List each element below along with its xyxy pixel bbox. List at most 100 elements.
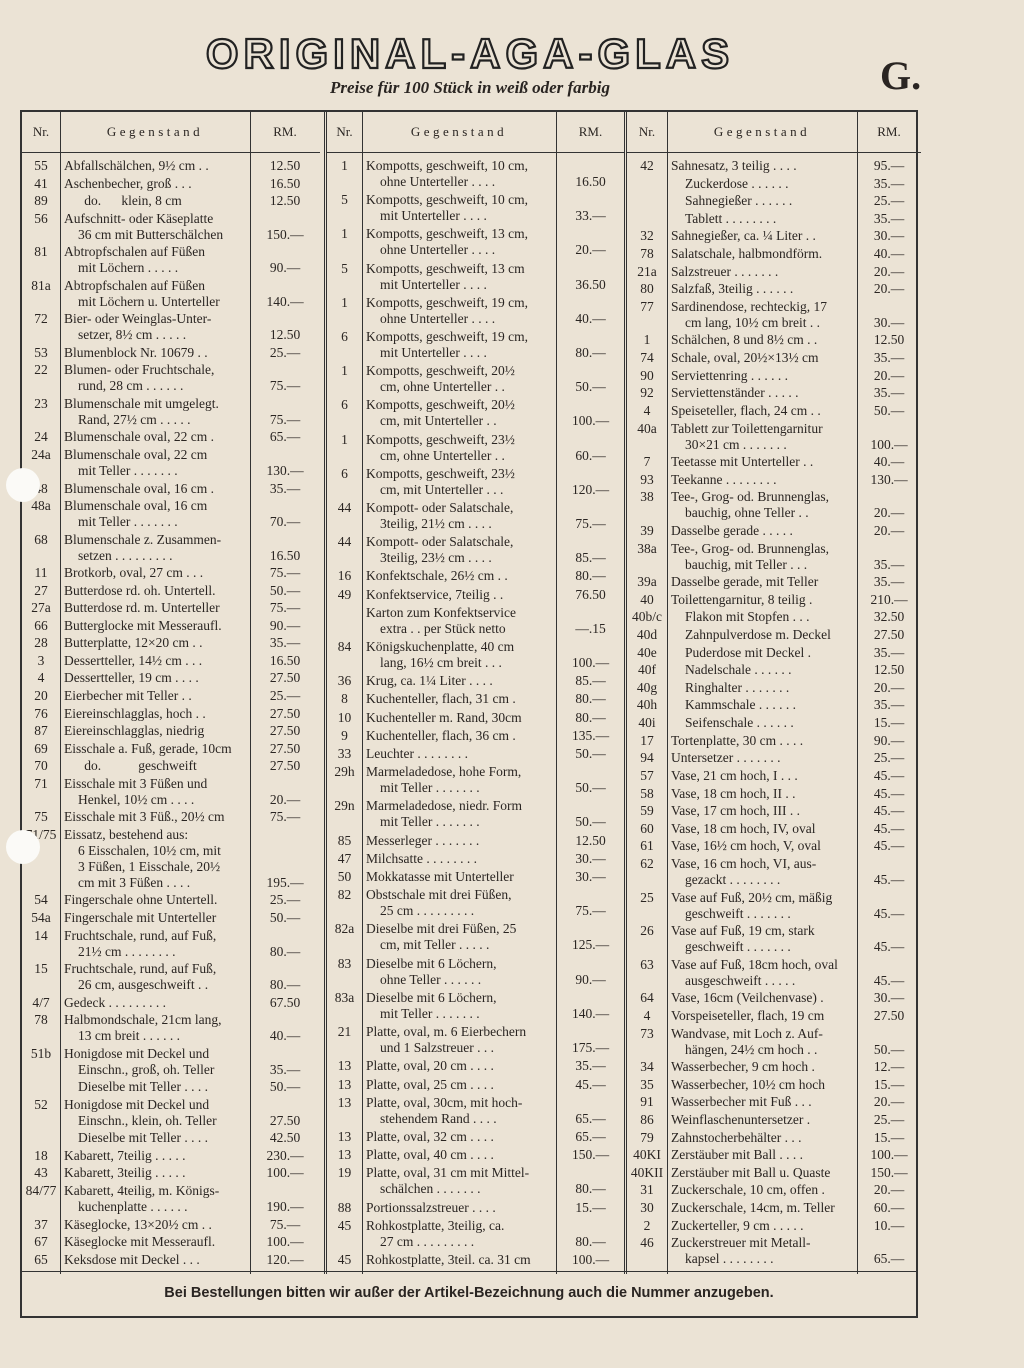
table-row: 55 Abfallschälchen, 9½ cm . . 12.50 [22, 158, 320, 174]
item-price: 190.— [266, 1198, 304, 1214]
description-line: mit Teller . . . . . . . [78, 514, 178, 530]
item-description: Puderdose mit Deckel . [667, 645, 857, 661]
item-price: 140.— [266, 293, 304, 309]
description-line: Kuchenteller m. Rand, 30cm [366, 709, 522, 725]
header-price: RM. [273, 124, 297, 139]
item-price: 150.— [266, 226, 304, 242]
item-number: 17 [640, 732, 654, 748]
description-line: Zuckerschale, 14cm, m. Teller [671, 1200, 835, 1216]
item-description: Kuchenteller, flach, 36 cm . [362, 728, 556, 744]
description-line: Eisschale mit 3 Füß., 20½ cm [64, 809, 225, 825]
description-line: Halbmondschale, 21cm lang, [64, 1012, 222, 1028]
item-number: 52 [34, 1096, 48, 1112]
table-row: 90 Serviettenring . . . . . . 20.— [627, 368, 921, 384]
item-number: 13 [337, 1076, 352, 1092]
table-row: 80 Salzfaß, 3teilig . . . . . . 20.— [627, 281, 921, 297]
item-description: Dessertteller, 14½ cm . . . [60, 653, 250, 669]
description-line: Karton zum Konfektservice [366, 604, 516, 620]
item-description: Platte, oval, 20 cm . . . . [362, 1058, 556, 1074]
description-line: 26 cm, ausgeschweift . . [78, 977, 209, 993]
item-description: Zuckerstreuer mit Metall-kapsel . . . . … [667, 1235, 857, 1267]
description-line: Vase, 16½ cm hoch, V, oval [671, 838, 821, 854]
table-row: 85 Messerleger . . . . . . . 12.50 [327, 833, 625, 849]
description-line: mit Teller . . . . . . . [380, 1005, 480, 1021]
description-line: geschweift . . . . . . . [685, 905, 791, 921]
description-line: Einschn., klein, oh. Teller [78, 1112, 217, 1128]
item-description: Toilettengarnitur, 8 teilig . [667, 592, 857, 608]
item-price: 20.— [873, 281, 905, 297]
table-row: 34 Wasserbecher, 9 cm hoch . 12.— [627, 1059, 921, 1075]
description-line: Kompotts, geschweift, 23½ [366, 465, 515, 481]
description-line: ohne Teller . . . . . . [380, 971, 482, 987]
item-number: 9 [341, 727, 348, 743]
item-description: Messerleger . . . . . . . [362, 833, 556, 849]
item-price: 45.— [873, 972, 905, 988]
column-divider [362, 112, 363, 1274]
item-number: 78 [640, 246, 654, 262]
description-line: Butterplatte, 12×20 cm . . [64, 635, 203, 651]
table-row: 6 Kompotts, geschweift, 20½ cm, mit Untert… [327, 397, 625, 429]
description-line: 3 Füßen, 1 Eisschale, 20½ [78, 858, 221, 874]
item-price: 230.— [266, 1147, 304, 1163]
item-price: 10.— [873, 1217, 905, 1233]
table-row: 16 Konfektschale, 26½ cm . . 80.— [327, 568, 625, 584]
item-description: Blumenschale oval, 22 cm . [60, 429, 250, 445]
description-line: Vase auf Fuß, 19 cm, stark [671, 923, 815, 939]
description-line: Marmeladedose, hohe Form, [366, 764, 522, 780]
table-row: 13 Platte, oval, 20 cm . . . . 35.— [327, 1058, 625, 1074]
item-price: 75.— [269, 411, 301, 427]
item-number: 40g [636, 679, 658, 695]
table-row: 19 Platte, oval, 31 cm mit Mittel-schälch… [327, 1165, 625, 1197]
item-description: Konfektschale, 26½ cm . . [362, 568, 556, 584]
item-price: 35.— [873, 350, 905, 366]
item-number: 43 [34, 1165, 48, 1181]
description-line: Blumenschale oval, 16 cm [64, 498, 208, 514]
table-row: 24 Blumenschale oval, 22 cm . 65.— [22, 429, 320, 445]
item-description: Schale, oval, 20½×13½ cm [667, 350, 857, 366]
item-number: 87 [34, 723, 48, 739]
item-price: 45.— [873, 939, 905, 955]
table-row: 13 Platte, oval, 30cm, mit hoch-stehendem… [327, 1095, 625, 1127]
description-line: Messerleger . . . . . . . [366, 832, 480, 848]
item-number: 1 [341, 363, 348, 379]
item-description: Zahnstocherbehälter . . . [667, 1130, 857, 1146]
item-description: Vase, 18 cm hoch, II . . [667, 786, 857, 802]
item-number: 1 [643, 332, 651, 348]
table-row: 71/75 Eissatz, bestehend aus: 6 Eisschalen… [22, 827, 320, 891]
description-line: Wasserbecher mit Fuß . . . [671, 1094, 812, 1110]
item-description: Butterplatte, 12×20 cm . . [60, 635, 250, 651]
description-line: Kabarett, 7teilig . . . . . [64, 1147, 186, 1163]
item-number: 2 [643, 1217, 651, 1233]
item-description: Wandvase, mit Loch z. Auf-hängen, 24½ cm… [667, 1026, 857, 1058]
item-description: Blumenschale mit umgelegt. Rand, 27½ cm .… [60, 396, 250, 428]
item-description: Rohkostplatte, 3teil. ca. 31 cm [362, 1252, 556, 1268]
description-line: Kompotts, geschweift, 13 cm, [366, 226, 528, 242]
item-price: 27.50 [873, 627, 905, 643]
column-divider [857, 112, 858, 1274]
description-line: Blumen- oder Fruchtschale, [64, 362, 215, 378]
column-divider [556, 112, 557, 1274]
item-number: 86 [640, 1112, 654, 1128]
item-number: 36 [337, 673, 352, 689]
item-number: 5 [341, 192, 348, 208]
description-line: Kompott- oder Salatschale, [366, 500, 514, 516]
item-price: 75.— [269, 600, 301, 616]
item-price: 35.— [873, 697, 905, 713]
description-line: Butterglocke mit Messeraufl. [64, 617, 222, 633]
item-description: Blumen- oder Fruchtschale, rund, 28 cm . … [60, 362, 250, 394]
item-number: 37 [34, 1216, 48, 1232]
item-number: 57 [640, 767, 654, 783]
item-number: 56 [34, 210, 48, 226]
description-line: Konfektservice, 7teilig . . [366, 586, 504, 602]
item-price: 90.— [269, 617, 301, 633]
item-price: 25.— [873, 1112, 905, 1128]
price-table: Nr. Gegenstand RM. 55 Abfallschälchen, 9½ cm… [20, 110, 921, 1318]
description-line: Schälchen, 8 und 8½ cm . . [671, 332, 818, 348]
item-price: 50.— [575, 780, 606, 796]
description-line: Eiereinschlagglas, hoch . . [64, 705, 206, 721]
item-price: 100.— [571, 413, 610, 429]
item-price: 75.— [575, 516, 606, 532]
item-price: 100.— [571, 655, 610, 671]
description-line: Käseglocke, 13×20½ cm . . [64, 1216, 212, 1232]
item-description: Königskuchenplatte, 40 cm lang, 16½ cm br… [362, 639, 556, 671]
